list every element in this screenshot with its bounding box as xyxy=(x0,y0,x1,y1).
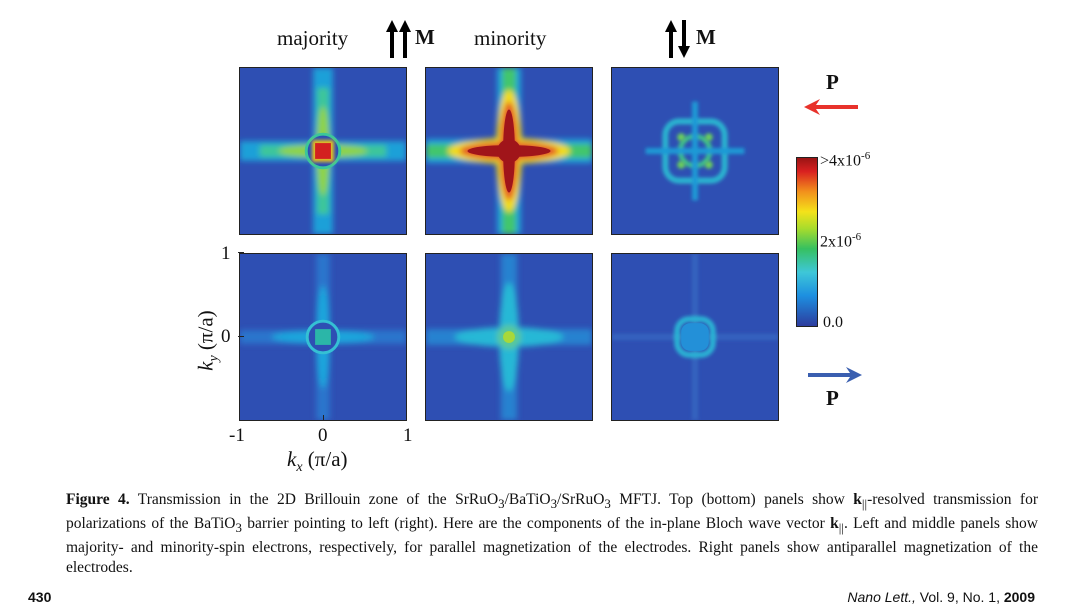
caption-text-1: Transmission in the 2D Brillouin zone of… xyxy=(129,491,499,508)
journal-citation: Nano Lett., Vol. 9, No. 1, 2009 xyxy=(847,589,1035,605)
caption-text-5: -resolved transmission for polarizations… xyxy=(66,491,1039,533)
caption-sub-4: 3 xyxy=(235,520,242,536)
column-label-majority: majority xyxy=(277,26,349,50)
y-tick-mid xyxy=(238,336,244,337)
panel-top-majority xyxy=(239,67,407,235)
y-tick-label-1: 1 xyxy=(221,243,231,264)
y-axis-unit: (π/a) xyxy=(193,310,218,351)
antiparallel-spin-arrows-icon xyxy=(665,20,690,58)
y-axis-subscript: y xyxy=(206,355,222,362)
polarization-label-bottom: P xyxy=(826,386,839,410)
page-number: 430 xyxy=(28,589,52,605)
y-tick-top xyxy=(238,252,244,253)
x-axis-symbol: k xyxy=(287,447,297,471)
journal-name: Nano Lett., xyxy=(847,589,916,605)
polarization-label-top: P xyxy=(826,70,839,94)
figure-caption: Figure 4. Transmission in the 2D Brillou… xyxy=(66,490,1038,578)
figure-label: Figure 4. xyxy=(66,491,130,508)
colorbar-mid-base: 2x10 xyxy=(820,233,852,251)
caption-sub-2: 3 xyxy=(550,496,558,512)
caption-sub-3: 3 xyxy=(604,496,611,512)
caption-text-4: MFTJ. Top (bottom) panels show xyxy=(610,491,854,508)
caption-k2-sub: || xyxy=(838,520,844,536)
polarization-right-arrow-icon xyxy=(808,367,862,383)
colorbar-min-label: 0.0 xyxy=(823,314,843,331)
caption-text-7: . Left and middle panels show majority- … xyxy=(66,515,1038,577)
colorbar xyxy=(796,157,818,327)
caption-text-6: barrier pointing to left (right). Here a… xyxy=(241,515,831,533)
polarization-left-arrow-icon xyxy=(804,99,858,115)
column-label-minority: minority xyxy=(474,26,547,50)
panel-bottom-minority xyxy=(425,253,593,421)
x-tick-label-0: 0 xyxy=(318,425,328,446)
caption-sub-1: 3 xyxy=(498,496,505,512)
colorbar-mid-exp: -6 xyxy=(852,231,862,243)
caption-k-bold: k xyxy=(853,491,862,508)
x-axis-unit: (π/a) xyxy=(307,447,348,471)
panel-top-minority xyxy=(425,67,593,235)
colorbar-max-exp: -6 xyxy=(861,150,871,162)
x-tick-label-1: 1 xyxy=(403,425,413,446)
parallel-spin-arrows-icon xyxy=(386,20,411,58)
magnetization-label-antiparallel: M xyxy=(696,25,716,49)
y-tick-label-0: 0 xyxy=(221,326,231,347)
journal-volume: Vol. 9, No. 1, xyxy=(915,589,1004,605)
y-axis-label: ky (π/a) xyxy=(193,281,222,401)
colorbar-mid-label: 2x10-6 xyxy=(820,231,861,251)
x-axis-label: kx (π/a) xyxy=(287,447,348,476)
caption-text-3: /SrRuO xyxy=(557,491,605,508)
panel-top-antiparallel xyxy=(611,67,779,235)
panel-bottom-antiparallel xyxy=(611,253,779,421)
x-tick-label-neg1: -1 xyxy=(229,425,245,446)
caption-k2-bold: k xyxy=(830,515,839,533)
caption-k-sub: || xyxy=(861,496,868,512)
colorbar-max-base: >4x10 xyxy=(820,152,862,170)
journal-year: 2009 xyxy=(1003,589,1035,605)
x-tick-mid xyxy=(323,415,324,421)
caption-text-2: /BaTiO xyxy=(504,491,551,508)
magnetization-label-parallel: M xyxy=(415,25,435,49)
x-axis-subscript: x xyxy=(296,460,303,476)
panel-bottom-majority xyxy=(239,253,407,421)
colorbar-max-label: >4x10-6 xyxy=(820,150,870,170)
y-axis-symbol: k xyxy=(193,361,218,371)
